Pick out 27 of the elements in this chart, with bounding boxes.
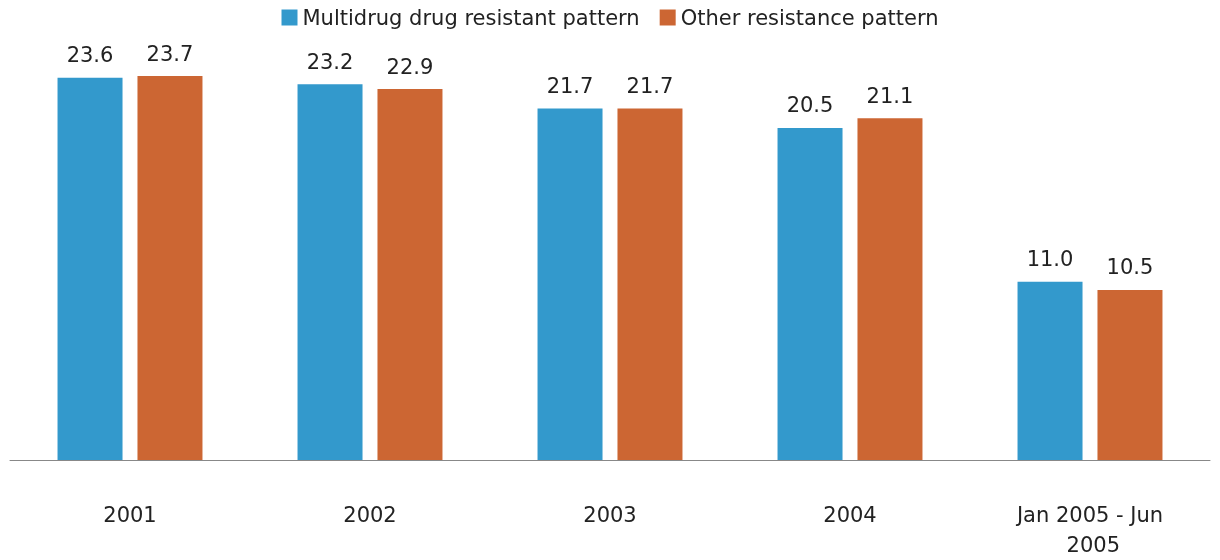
- data-label: 23.2: [306, 49, 354, 74]
- bar: [1097, 289, 1163, 460]
- bar: [537, 108, 603, 460]
- x-tick-label: 2002: [343, 503, 397, 527]
- x-tick-label: 2003: [583, 503, 637, 527]
- bar: [377, 89, 443, 460]
- bar: [1017, 281, 1083, 460]
- x-tick-label: Jan 2005 - Jun 2005: [1014, 503, 1164, 557]
- x-tick-label: 2004: [823, 503, 877, 527]
- data-label: 11.0: [1026, 247, 1074, 272]
- data-label: 21.7: [546, 73, 594, 98]
- bar: [617, 108, 683, 460]
- x-tick-label: 2001: [103, 503, 157, 527]
- data-label: 21.7: [626, 73, 674, 98]
- data-label: 20.5: [786, 93, 834, 118]
- bar: [57, 77, 123, 460]
- bar: [297, 84, 363, 460]
- bar: [777, 127, 843, 460]
- data-label: 22.9: [386, 54, 434, 79]
- bar: [857, 118, 923, 460]
- legend-label: Multidrug drug resistant pattern: [302, 5, 640, 30]
- data-label: 10.5: [1106, 255, 1154, 280]
- data-label: 21.1: [866, 83, 914, 108]
- data-label: 23.7: [146, 41, 194, 66]
- data-label: 23.6: [66, 43, 114, 68]
- legend-label: Other resistance pattern: [680, 5, 939, 30]
- bar: [137, 76, 203, 460]
